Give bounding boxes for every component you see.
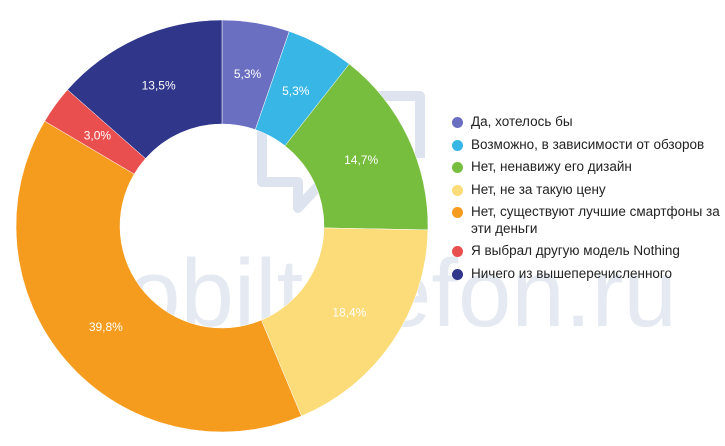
slice-value-label: 3,0% [84, 128, 112, 142]
legend-swatch [452, 246, 463, 257]
slice-value-label: 13,5% [142, 79, 176, 93]
legend-swatch [452, 207, 463, 218]
slice-value-label: 39,8% [89, 320, 123, 334]
legend-item: Я выбрал другую модель Nothing [452, 243, 720, 260]
legend-item: Ничего из вышеперечисленного [452, 266, 720, 283]
legend-item: Да, хотелось бы [452, 114, 720, 131]
legend-label: Ничего из вышеперечисленного [471, 265, 673, 281]
slice-value-label: 18,4% [332, 306, 366, 320]
legend-item: Нет, ненавижу его дизайн [452, 159, 720, 176]
legend-item: Нет, не за такую цену [452, 182, 720, 199]
slice-value-label: 14,7% [344, 153, 378, 167]
legend-swatch [452, 162, 463, 173]
donut-slice-4 [261, 227, 429, 417]
legend-swatch [452, 268, 463, 280]
legend-item: Возможно, в зависимости от обзоров [452, 137, 720, 154]
legend-label: Нет, не за такую цену [471, 181, 606, 197]
legend-swatch [452, 184, 463, 196]
donut-slice-7 [67, 19, 223, 159]
slice-value-label: 5,3% [234, 67, 262, 81]
legend-label: Нет, существуют лучшие смартфоны за эти … [471, 204, 720, 236]
legend-label: Я выбрал другую модель Nothing [471, 243, 680, 258]
legend-swatch [452, 117, 463, 128]
legend-label: Возможно, в зависимости от обзоров [471, 136, 705, 152]
slice-value-label: 5,3% [282, 84, 310, 98]
chart-legend: Да, хотелось бы Возможно, в зависимости о… [452, 114, 720, 288]
legend-swatch [452, 139, 463, 151]
donut-slice-5 [15, 120, 302, 433]
legend-item: Нет, существуют лучшие смартфоны за эти … [452, 204, 720, 237]
legend-label: Да, хотелось бы [471, 114, 573, 129]
legend-label: Нет, ненавижу его дизайн [471, 159, 632, 174]
